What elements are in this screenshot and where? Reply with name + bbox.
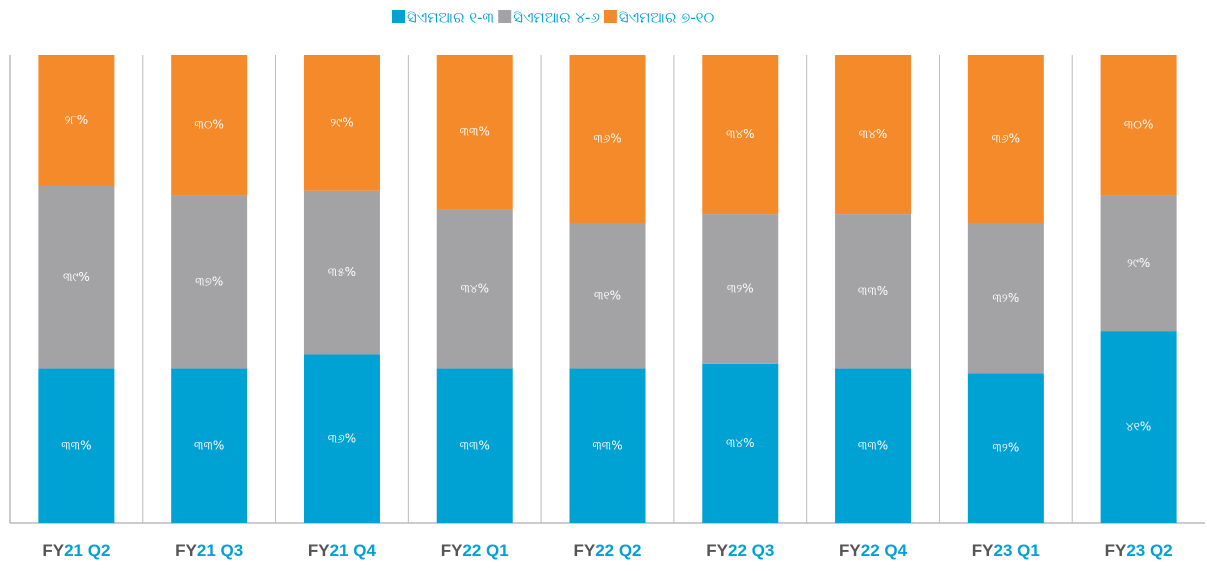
data-label: ୩୦% <box>194 118 224 132</box>
bar-segment <box>1100 331 1177 523</box>
data-label: ୩୩% <box>194 438 224 452</box>
data-label: ୩୩% <box>460 438 490 452</box>
bar-segment <box>303 354 380 523</box>
data-label: ୩୫% <box>328 265 356 279</box>
bar-segment <box>835 214 912 369</box>
x-tick-label: FY22 Q2 <box>573 541 641 560</box>
data-label: ୨୯% <box>1127 256 1150 270</box>
bar-segment <box>569 55 646 224</box>
data-label: ୩୬% <box>328 431 356 445</box>
data-label: ୩୬% <box>992 132 1020 146</box>
x-tick-label: FY23 Q2 <box>1105 541 1173 560</box>
bar-segment <box>38 368 115 523</box>
data-label: ୩୩% <box>61 438 91 452</box>
x-tick-label: FY21 Q2 <box>42 541 110 560</box>
data-label: ୨୮% <box>65 113 89 127</box>
bar-segment <box>1100 195 1177 332</box>
x-tick-label: FY21 Q4 <box>308 541 377 560</box>
x-tick-label: FY22 Q4 <box>839 541 908 560</box>
legend-swatch <box>603 10 617 23</box>
data-label: ୪୧% <box>1126 420 1151 434</box>
bar-segment <box>569 223 646 369</box>
x-tick-label: FY22 Q1 <box>441 541 509 560</box>
legend-label: ସିଏମଆର ୭-୧୦ <box>619 9 715 27</box>
legend-label: ସିଏମଆର ୧-୩ <box>407 9 494 27</box>
data-label: ୩୯% <box>63 270 90 284</box>
data-label: ୩୩% <box>858 284 888 298</box>
legend-swatch <box>498 10 512 23</box>
data-label: ୩୪% <box>726 127 755 141</box>
bar-segment <box>967 223 1044 374</box>
data-label: ୩୬% <box>593 132 621 146</box>
bar-segment <box>38 55 115 187</box>
bar-segment <box>569 368 646 523</box>
legend-swatch <box>392 10 405 23</box>
data-label: ୩୨% <box>992 291 1019 305</box>
bar-segment <box>702 214 779 364</box>
x-tick-label: FY21 Q3 <box>175 541 243 560</box>
data-label: ୩୨% <box>992 441 1019 455</box>
bar-segment <box>436 209 513 369</box>
data-label: ୩୪% <box>859 127 888 141</box>
bar-segment <box>702 55 779 215</box>
data-label: ୩୦% <box>1124 118 1154 132</box>
data-label: ୩୩% <box>858 438 888 452</box>
data-label: ୩୪% <box>460 282 489 296</box>
bar-segment <box>967 373 1044 523</box>
data-label: ୩୭% <box>195 274 223 288</box>
bar-segment <box>835 368 912 523</box>
data-label: ୩୩% <box>460 125 490 139</box>
legend: ସିଏମଆର ୧-୩ ସିଏମଆର ୪-୬ ସିଏମଆର ୭-୧୦ <box>392 9 715 27</box>
bar-segment <box>835 55 912 215</box>
bar-segment <box>303 55 380 191</box>
bar-segment <box>171 195 248 369</box>
x-tick-label: FY22 Q3 <box>706 541 774 560</box>
legend-label: ସିଏମଆର ୪-୬ <box>513 9 600 27</box>
data-label: ୩୩% <box>592 438 622 452</box>
bar-segment <box>38 186 115 369</box>
bar-segment <box>303 190 380 355</box>
data-label: ୩୨% <box>727 282 754 296</box>
bar-segment <box>436 368 513 523</box>
bar-segment <box>967 55 1044 224</box>
x-tick-label: FY23 Q1 <box>972 541 1040 560</box>
data-label: ୩୧% <box>594 289 621 303</box>
bar-segment <box>702 363 779 523</box>
bar-segment <box>436 55 513 210</box>
bar-segment <box>171 368 248 523</box>
data-label: ୨୯% <box>330 115 353 129</box>
data-label: ୩୪% <box>726 436 755 450</box>
bar-segment <box>1100 55 1177 196</box>
bar-segment <box>171 55 248 196</box>
